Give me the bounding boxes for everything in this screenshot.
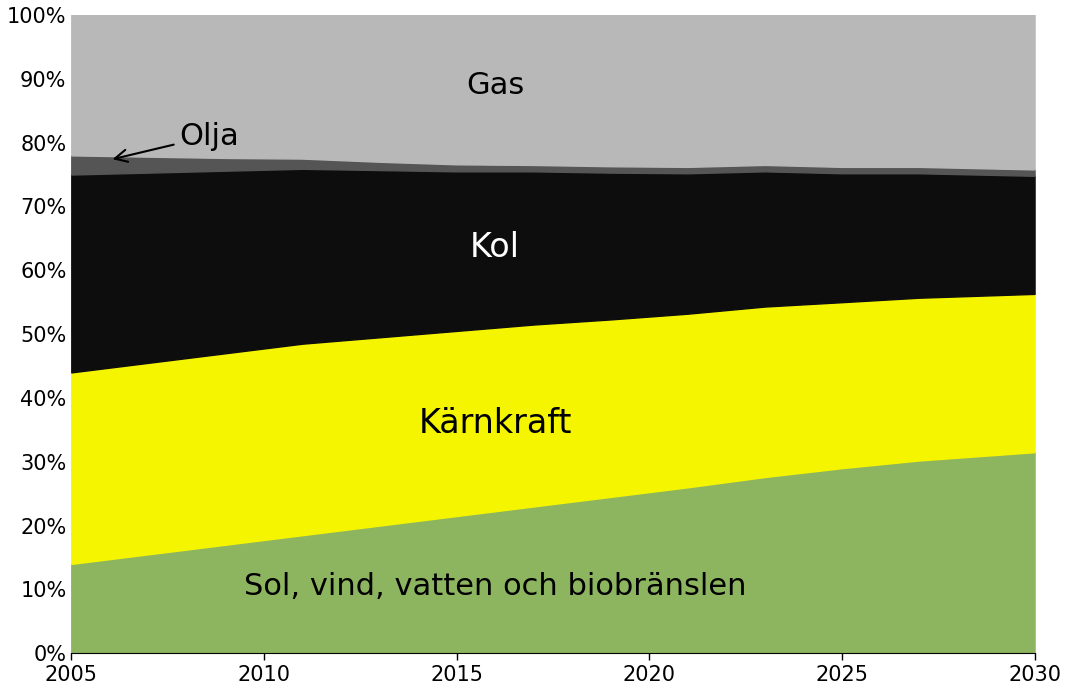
Text: Olja: Olja [114,122,239,162]
Text: Sol, vind, vatten och biobränslen: Sol, vind, vatten och biobränslen [244,572,747,601]
Text: Kärnkraft: Kärnkraft [419,407,571,440]
Text: Kol: Kol [470,231,520,264]
Text: Gas: Gas [466,71,524,100]
